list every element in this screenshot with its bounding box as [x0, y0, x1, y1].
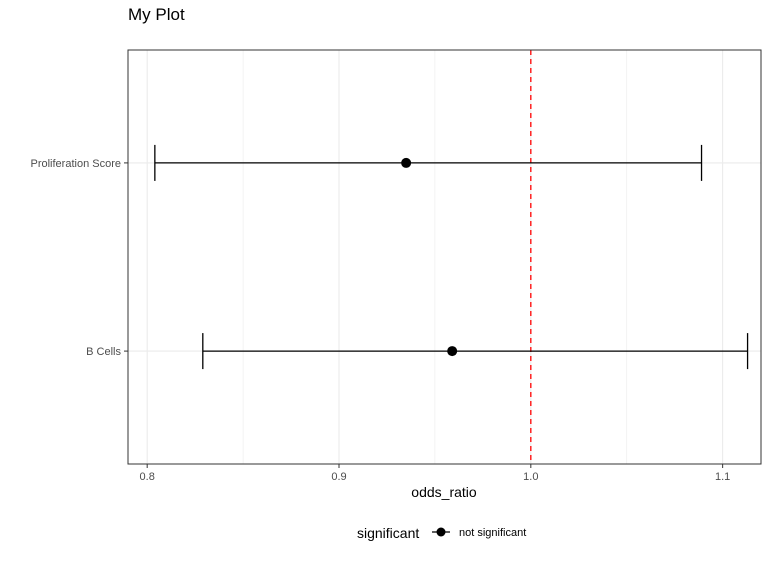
grid — [128, 50, 761, 464]
point-estimate — [447, 346, 458, 357]
x-axis-title: odds_ratio — [411, 484, 477, 500]
y-axis: Proliferation Score B Cells — [31, 158, 128, 358]
legend-key-point — [436, 527, 446, 537]
y-tick-label: B Cells — [86, 346, 121, 358]
x-tick-label: 0.8 — [140, 471, 155, 483]
data-marks — [154, 144, 749, 370]
panel-border — [127, 49, 762, 465]
chart-title: My Plot — [128, 5, 185, 24]
legend-title: significant — [357, 525, 419, 541]
y-tick-label: Proliferation Score — [31, 158, 122, 170]
legend: significant not significant — [357, 525, 526, 541]
x-tick-label: 1.0 — [523, 471, 538, 483]
legend-entry: not significant — [459, 527, 526, 539]
x-tick-label: 0.9 — [331, 471, 346, 483]
x-axis: 0.8 0.9 1.0 1.1 — [140, 464, 730, 483]
x-tick-label: 1.1 — [715, 471, 730, 483]
point-estimate — [401, 157, 412, 168]
